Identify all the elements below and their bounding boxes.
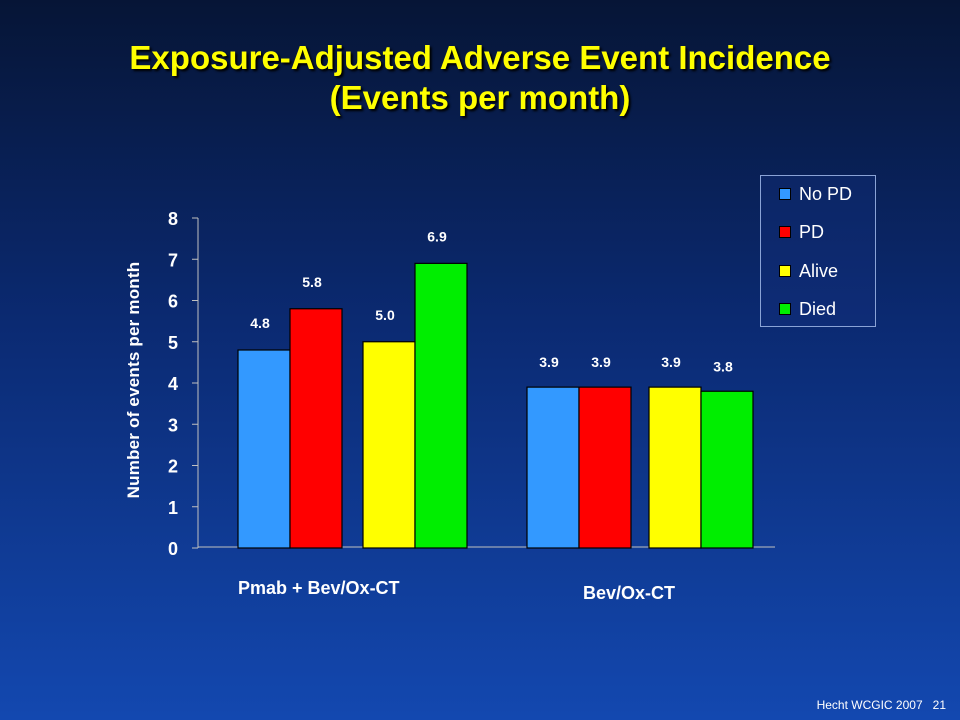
- footer-text: Hecht WCGIC 2007: [816, 698, 923, 712]
- y-tick-label: 0: [168, 539, 178, 559]
- data-label: 5.8: [302, 274, 322, 290]
- legend-swatch-alive: [779, 265, 791, 277]
- group-label-bev: Bev/Ox-CT: [583, 583, 676, 603]
- y-tick-label: 8: [168, 209, 178, 229]
- y-tick-label: 2: [168, 457, 178, 477]
- chart-data-labels: 4.8 3.9 5.8 3.9 5.0 3.9 6.9 3.8: [250, 228, 733, 374]
- legend-label-no-pd: No PD: [799, 183, 853, 204]
- bar-died-0: [414, 262, 468, 549]
- y-tick-label: 6: [168, 292, 178, 312]
- data-label: 6.9: [427, 228, 447, 244]
- y-tick-label: 3: [168, 415, 178, 435]
- legend-item-died: Died: [779, 297, 836, 321]
- data-label: 3.9: [539, 354, 559, 370]
- legend-swatch-pd: [779, 226, 791, 238]
- y-tick-label: 4: [168, 374, 178, 394]
- data-label: 3.9: [591, 354, 611, 370]
- y-tick-label: 5: [168, 333, 178, 353]
- chart-legend: No PD PD Alive Died: [760, 175, 876, 327]
- legend-label-died: Died: [799, 298, 837, 319]
- data-label: 3.8: [713, 358, 733, 374]
- legend-swatch-no-pd: [779, 188, 791, 200]
- slide-number: 21: [932, 698, 946, 712]
- chart-bars: [237, 262, 754, 549]
- data-label: 4.8: [250, 315, 270, 331]
- data-label: 5.0: [375, 307, 395, 323]
- title-line-2: (Events per month): [329, 79, 631, 116]
- title-line-1: Exposure-Adjusted Adverse Event Incidenc…: [129, 39, 831, 76]
- bar-no-pd-1: [526, 386, 580, 549]
- bar-pd-1: [578, 386, 632, 549]
- legend-label-alive: Alive: [799, 260, 839, 281]
- legend-item-pd: PD: [779, 220, 824, 244]
- bar-pd-0: [289, 308, 343, 549]
- bar-died-1: [700, 390, 754, 549]
- y-tick-label: 1: [168, 498, 178, 518]
- slide-footer: Hecht WCGIC 2007 21: [817, 698, 946, 712]
- slide-title: Exposure-Adjusted Adverse Event Incidenc…: [0, 38, 960, 118]
- legend-item-alive: Alive: [779, 259, 838, 283]
- legend-label-pd: PD: [799, 221, 825, 242]
- bar-no-pd-0: [237, 349, 291, 549]
- y-tick-label: 7: [168, 250, 178, 270]
- legend-item-no-pd: No PD: [779, 182, 852, 206]
- bar-alive-0: [362, 341, 416, 549]
- y-axis-label: Number of events per month: [124, 261, 143, 499]
- legend-swatch-died: [779, 303, 791, 315]
- group-label-pmab: Pmab + Bev/Ox-CT: [238, 578, 400, 598]
- bar-alive-1: [648, 386, 702, 549]
- data-label: 3.9: [661, 354, 681, 370]
